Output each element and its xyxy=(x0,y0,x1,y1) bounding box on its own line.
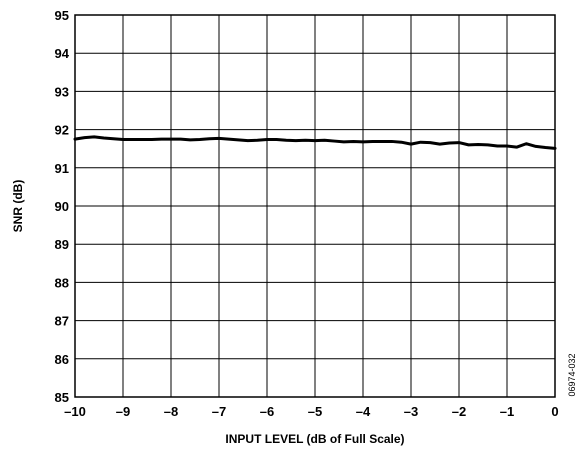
y-tick-label: 88 xyxy=(55,275,69,290)
y-axis-title: SNR (dB) xyxy=(11,180,25,233)
y-tick-label: 90 xyxy=(55,199,69,214)
y-tick-label: 91 xyxy=(55,161,69,176)
y-tick-label: 89 xyxy=(55,237,69,252)
y-tick-label: 93 xyxy=(55,84,69,99)
x-tick-label: –9 xyxy=(116,404,130,419)
x-tick-label: –3 xyxy=(404,404,418,419)
x-tick-label: –1 xyxy=(500,404,514,419)
y-tick-label: 92 xyxy=(55,123,69,138)
y-tick-label: 94 xyxy=(55,46,70,61)
x-tick-label: –2 xyxy=(452,404,466,419)
x-axis-title: INPUT LEVEL (dB of Full Scale) xyxy=(225,432,404,446)
plot-area-frame xyxy=(74,14,556,398)
y-tick-label: 87 xyxy=(55,314,69,329)
y-tick-label: 85 xyxy=(55,390,69,405)
y-tick-label: 95 xyxy=(55,8,69,23)
x-tick-labels: –10 –9 –8 –7 –6 –5 –4 –3 –2 –1 0 xyxy=(64,404,558,419)
x-tick-label: –5 xyxy=(308,404,322,419)
x-tick-label: –8 xyxy=(164,404,178,419)
y-tick-labels: 85 86 87 88 89 90 91 92 93 94 95 xyxy=(55,8,70,405)
x-tick-label: –7 xyxy=(212,404,226,419)
grid-lines xyxy=(75,15,555,397)
y-tick-label: 86 xyxy=(55,352,69,367)
figure-id-label: 06974-032 xyxy=(567,353,577,396)
x-tick-label: 0 xyxy=(551,404,558,419)
snr-series-line xyxy=(73,135,557,150)
series-layer xyxy=(73,135,557,150)
x-tick-label: –6 xyxy=(260,404,274,419)
x-tick-label: –4 xyxy=(356,404,371,419)
x-tick-label: –10 xyxy=(64,404,86,419)
